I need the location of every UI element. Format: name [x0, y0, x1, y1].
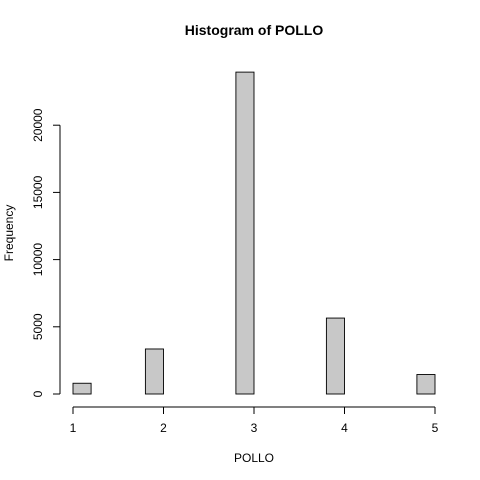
- x-axis-label: POLLO: [234, 451, 274, 465]
- chart-title: Histogram of POLLO: [185, 22, 324, 38]
- histogram-bar: [235, 71, 255, 395]
- x-tick-label: 2: [160, 421, 167, 435]
- x-tick-label: 1: [70, 421, 77, 435]
- y-axis: 0 5000 10000 15000 20000: [31, 108, 61, 397]
- histogram-bar: [144, 348, 164, 395]
- y-tick-label: 5000: [31, 313, 45, 340]
- histogram-bar: [325, 317, 345, 395]
- x-tick-label: 4: [341, 421, 348, 435]
- y-tick-label: 0: [31, 390, 45, 397]
- histogram-bar: [72, 382, 92, 395]
- x-tick-label: 3: [251, 421, 258, 435]
- y-tick-label: 10000: [31, 243, 45, 277]
- x-axis: 1 2 3 4 5: [70, 406, 439, 435]
- y-tick-label: 15000: [31, 175, 45, 209]
- bars-group: [72, 71, 436, 395]
- histogram-bar: [416, 374, 436, 395]
- y-axis-label: Frequency: [2, 205, 16, 262]
- x-tick-label: 5: [432, 421, 439, 435]
- y-tick-label: 20000: [31, 108, 45, 142]
